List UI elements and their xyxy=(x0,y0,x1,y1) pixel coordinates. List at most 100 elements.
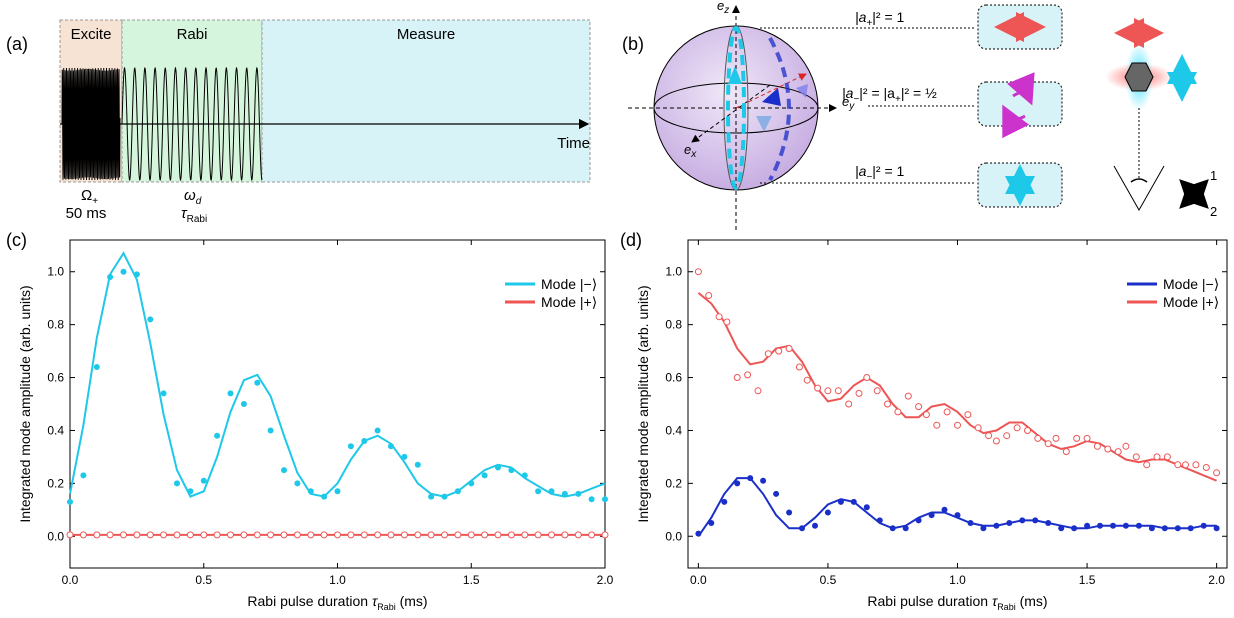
x-tick-label: 0.5 xyxy=(820,573,837,587)
panel-label-a: (a) xyxy=(6,34,28,54)
cyan-direction-icon xyxy=(728,66,742,84)
data-point xyxy=(214,432,221,439)
data-point xyxy=(863,374,871,381)
data-point xyxy=(1013,424,1021,432)
y-tick-label: 0.4 xyxy=(47,423,64,437)
data-point xyxy=(253,531,261,539)
data-point xyxy=(799,525,805,532)
data-point xyxy=(1062,448,1070,456)
data-point xyxy=(855,389,863,397)
data-point xyxy=(954,512,961,519)
data-point xyxy=(1058,525,1065,532)
y-tick-label: 0.2 xyxy=(665,476,682,490)
excite-waveform xyxy=(61,67,121,181)
x-tick-label: 0.5 xyxy=(195,573,212,587)
data-point xyxy=(347,531,355,539)
data-point xyxy=(93,531,101,539)
data-point xyxy=(147,316,154,323)
data-point xyxy=(588,531,596,539)
data-point xyxy=(1019,517,1026,524)
data-point xyxy=(786,509,793,516)
data-point xyxy=(744,371,752,379)
panel-c: (c) 0.0 0.5 1.0 1.5 2.0 0.0 0.2 0.4 0.6 0.8 1.0 Rab… xyxy=(6,230,614,612)
data-point xyxy=(1114,448,1122,456)
data-point xyxy=(106,531,114,539)
data-point xyxy=(814,384,822,392)
cyan-trajectory xyxy=(726,26,746,190)
state-label-superposition: |a−|² = |a+|² = ½ xyxy=(842,85,937,105)
data-point xyxy=(695,530,702,537)
data-point xyxy=(67,498,73,505)
data-point xyxy=(428,493,435,500)
data-point xyxy=(1071,525,1078,532)
data-point xyxy=(812,522,818,529)
data-point xyxy=(694,268,702,276)
data-point xyxy=(588,496,595,503)
data-point xyxy=(401,453,408,460)
data-point xyxy=(1084,522,1091,529)
data-point xyxy=(174,480,180,487)
data-point xyxy=(785,345,793,352)
blue-trajectory xyxy=(768,37,791,181)
data-point xyxy=(66,531,74,539)
data-point xyxy=(133,271,140,278)
panel-label-b: (b) xyxy=(622,34,644,54)
data-point xyxy=(1032,517,1039,524)
data-point xyxy=(954,421,961,429)
x-tick-label: 2.0 xyxy=(1208,573,1225,587)
data-point xyxy=(1148,525,1155,532)
data-point xyxy=(1200,522,1207,529)
data-point xyxy=(964,411,972,419)
data-point xyxy=(254,379,261,386)
stage-title-rabi: Rabi xyxy=(177,26,208,43)
data-point xyxy=(803,376,811,384)
data-point xyxy=(1003,432,1011,440)
data-point xyxy=(240,531,248,539)
data-point xyxy=(441,493,448,500)
data-point xyxy=(894,408,902,416)
data-point xyxy=(133,531,141,539)
data-point xyxy=(734,480,741,487)
data-point xyxy=(876,517,883,524)
data-point xyxy=(267,427,274,434)
data-point xyxy=(993,522,1000,529)
panel-a: (a) Excite Rabi Measure Time Ω+ 50 ms ωd… xyxy=(6,19,591,225)
data-point xyxy=(79,531,87,539)
y-tick-label: 0.0 xyxy=(665,529,682,543)
fit-line xyxy=(697,292,1217,482)
data-point xyxy=(374,531,382,539)
legend-label: Mode |−⟩ xyxy=(541,276,597,292)
y-tick-label: 0.6 xyxy=(47,371,64,385)
data-point xyxy=(227,390,234,397)
data-point xyxy=(574,531,582,539)
y-tick-label: 0.4 xyxy=(665,423,682,437)
y-tick-label: 0.8 xyxy=(47,318,64,332)
data-point xyxy=(992,437,1000,445)
data-point xyxy=(1034,434,1042,442)
rabi-frequency-label: ωd xyxy=(184,187,202,207)
data-point xyxy=(733,374,741,381)
axis-ex-label: ex xyxy=(684,142,697,160)
x-tick-label: 1.0 xyxy=(949,573,966,587)
panel-d: (d) 0.0 0.5 1.0 1.5 2.0 0.0 0.2 0.4 0.6 0.8 1.0 Rab… xyxy=(620,230,1228,612)
data-point xyxy=(824,387,832,395)
data-point xyxy=(535,488,542,495)
data-point xyxy=(967,520,974,526)
data-point xyxy=(747,475,754,482)
panel-label-d: (d) xyxy=(620,230,642,250)
data-point xyxy=(1174,525,1181,532)
data-point xyxy=(321,493,328,500)
data-point xyxy=(1161,525,1168,532)
data-point xyxy=(1104,445,1112,453)
data-point xyxy=(427,531,435,539)
data-point xyxy=(468,480,475,487)
data-point xyxy=(521,531,529,539)
data-point xyxy=(1192,461,1200,469)
data-point xyxy=(200,477,207,484)
blue-direction-icon xyxy=(762,88,781,106)
data-point xyxy=(1110,522,1116,529)
y-axis-label: Integrated mode amplitude (arb. units) xyxy=(17,285,33,522)
data-point xyxy=(1045,520,1052,526)
data-point xyxy=(721,498,728,505)
